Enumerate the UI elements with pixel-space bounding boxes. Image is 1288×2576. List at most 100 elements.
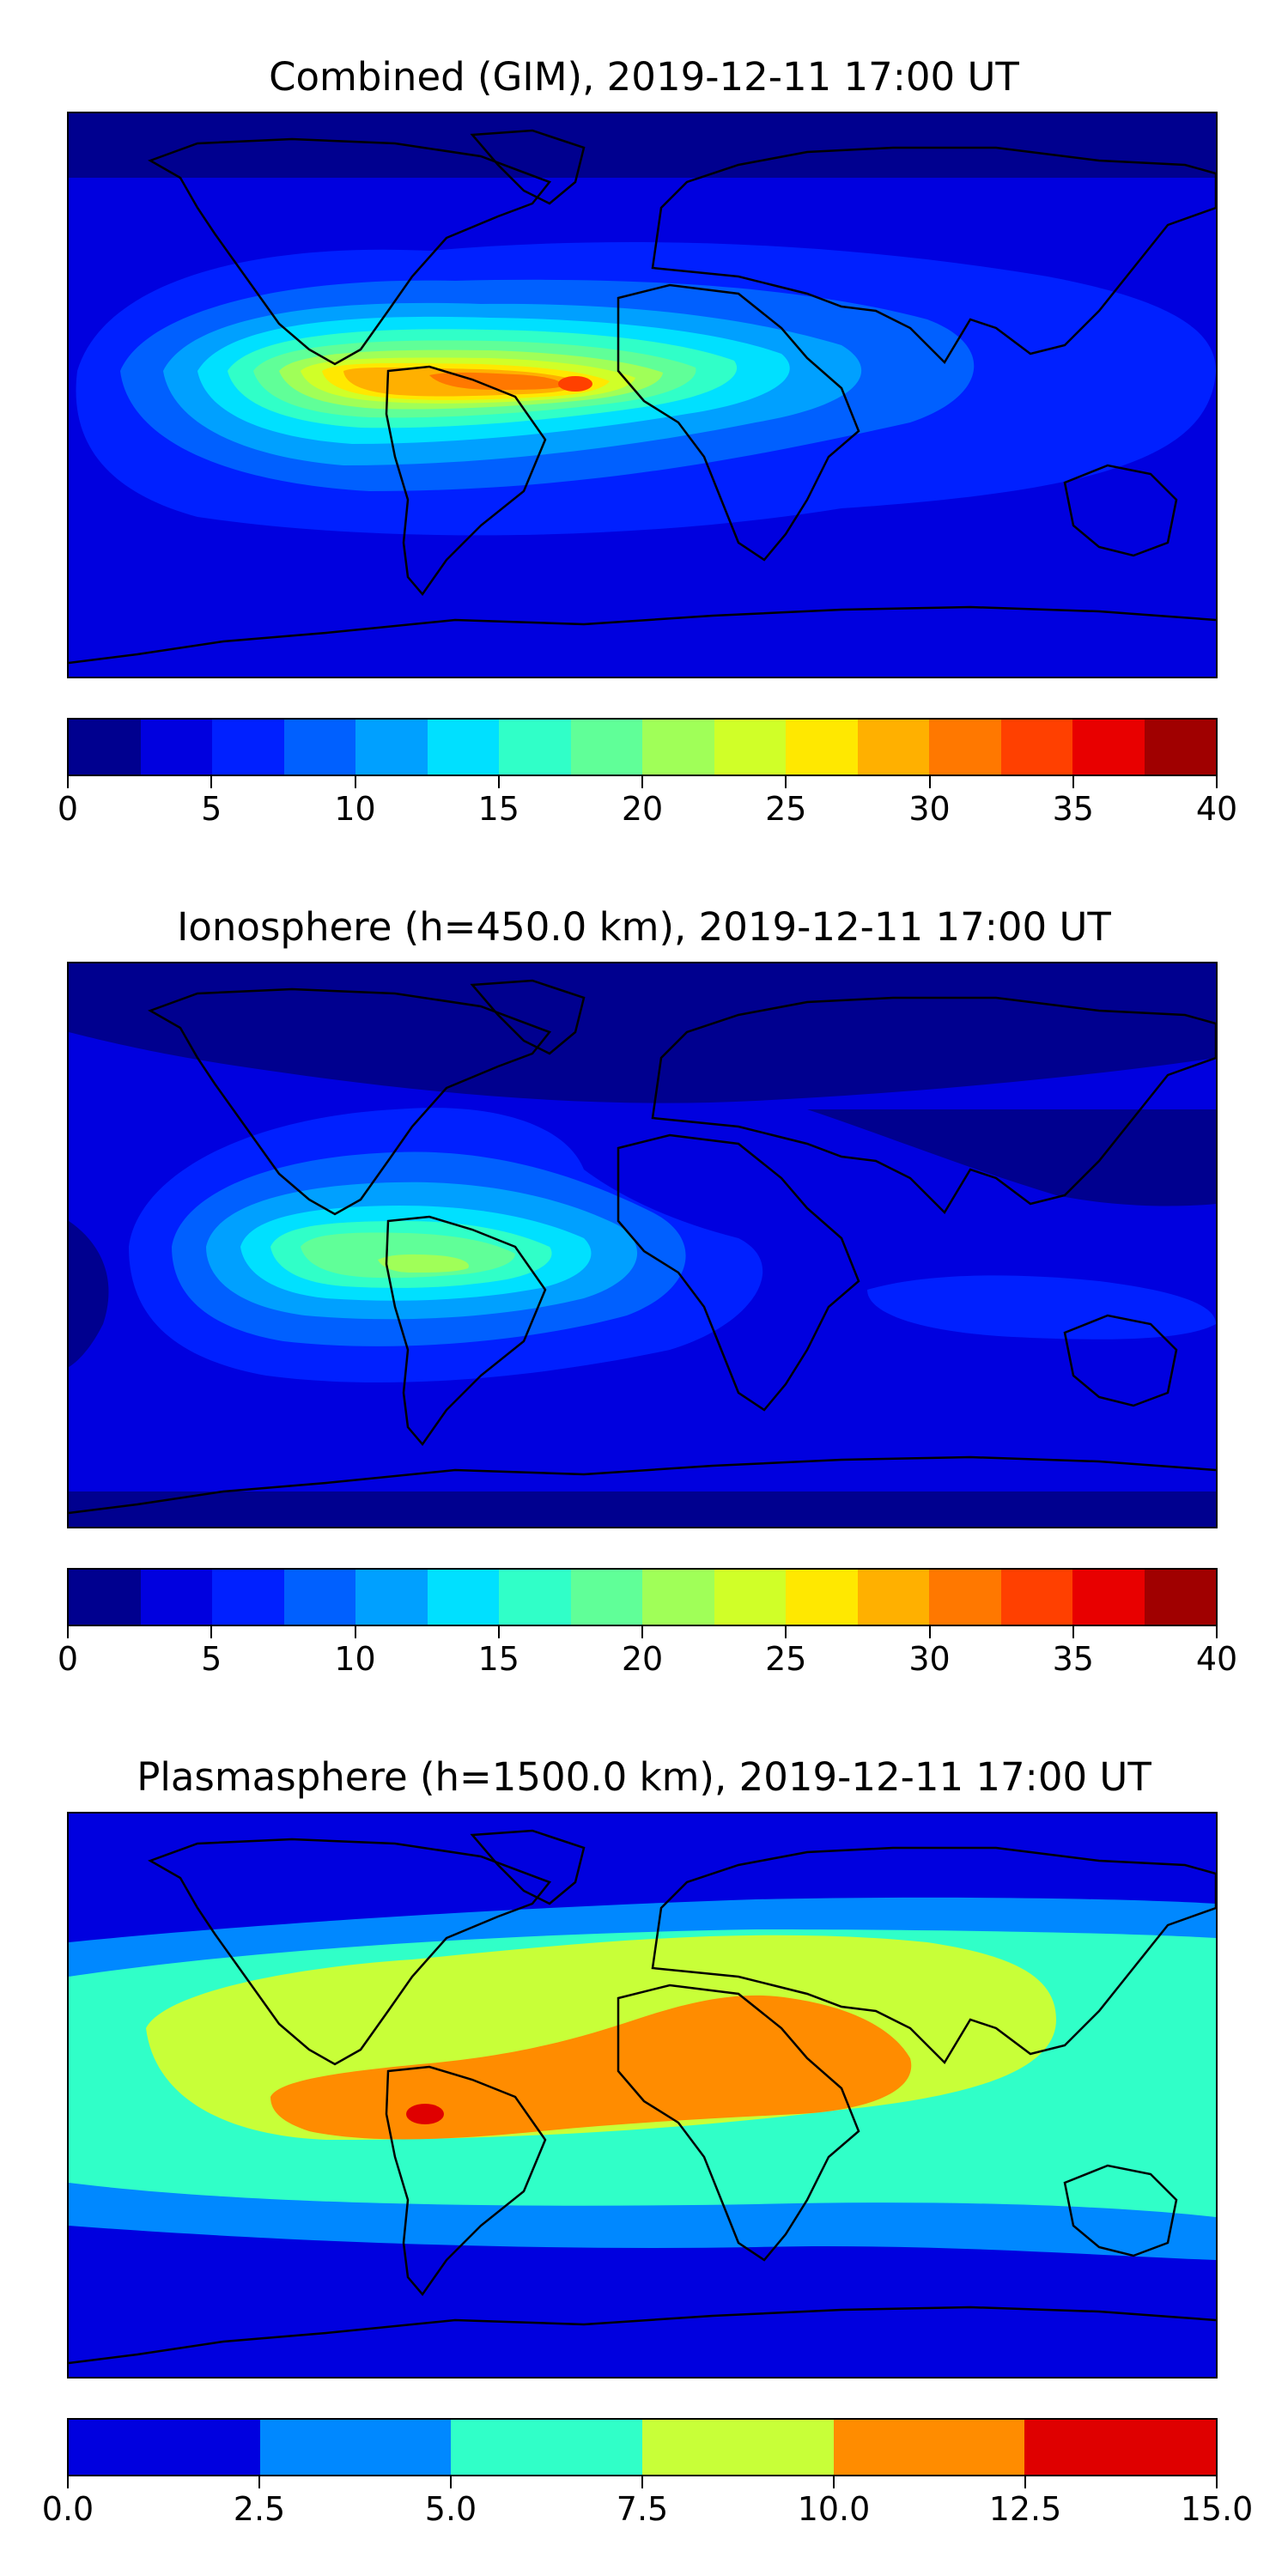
colorbar-segment <box>283 1570 355 1625</box>
colorbar-segment <box>642 1570 714 1625</box>
colorbar-segment <box>499 1570 571 1625</box>
colorbar-tick <box>833 2476 835 2488</box>
contour-band <box>270 1995 912 2140</box>
coastline-north-america <box>148 1838 552 2066</box>
colorbar-segment <box>69 2420 260 2475</box>
colorbar-segment <box>786 1570 858 1625</box>
contour-band <box>807 1109 1216 1206</box>
coastline-greenland <box>470 129 586 205</box>
plasmasphere-map-svg <box>69 1814 1216 2377</box>
colorbar-tick <box>210 1626 213 1638</box>
colorbar-tick-label: 20 <box>621 790 664 828</box>
coastlines <box>69 129 1216 665</box>
coastline-north-america <box>148 137 552 366</box>
colorbar-segment <box>570 720 642 775</box>
colorbar-segment <box>714 1570 786 1625</box>
colorbar-tick <box>67 776 69 788</box>
colorbar-segment <box>929 1570 1001 1625</box>
colorbar-segment <box>570 1570 642 1625</box>
colorbar-segment <box>451 2420 643 2475</box>
colorbar-segment <box>1024 2420 1217 2475</box>
colorbar-tick-label: 5 <box>201 1640 222 1678</box>
colorbar-segment <box>833 2420 1025 2475</box>
coastline-south-america <box>385 2065 547 2297</box>
colorbar-tick <box>497 1626 500 1638</box>
ionosphere-map-title: Ionosphere (h=450.0 km), 2019-12-11 17:0… <box>177 904 1111 950</box>
ionosphere-colorbar <box>67 1568 1218 1626</box>
colorbar-segment <box>857 1570 929 1625</box>
colorbar-segment <box>355 1570 428 1625</box>
coastline-greenland <box>470 1829 586 1905</box>
contour-band <box>69 1492 1216 1527</box>
plasmasphere-colorbar <box>67 2418 1218 2476</box>
colorbar-tick-label: 10 <box>334 790 376 828</box>
coastline-africa <box>617 1984 860 2262</box>
colorbar-tick-label: 0 <box>57 790 79 828</box>
colorbar-tick <box>1216 776 1218 788</box>
colorbar-segment <box>1000 1570 1072 1625</box>
coastline-eurasia <box>651 996 1216 1215</box>
colorbar-segment <box>283 720 355 775</box>
colorbar-tick-label: 5.0 <box>424 2490 477 2528</box>
colorbar-segment <box>427 1570 499 1625</box>
colorbar-tick-label: 25 <box>765 1640 807 1678</box>
colorbar-tick <box>450 2476 452 2488</box>
combined-map-title: Combined (GIM), 2019-12-11 17:00 UT <box>269 54 1019 100</box>
colorbar-tick-label: 30 <box>908 790 951 828</box>
colorbar-tick-label: 15 <box>477 790 519 828</box>
coastline-antarctica <box>69 1455 1216 1515</box>
colorbar-segment <box>642 2420 834 2475</box>
colorbar-segment <box>1144 1570 1216 1625</box>
colorbar-tick-label: 20 <box>621 1640 664 1678</box>
coastline-eurasia <box>651 1846 1216 2065</box>
colorbar-segment <box>1072 1570 1145 1625</box>
colorbar-tick <box>67 1626 69 1638</box>
coastline-south-america <box>385 365 547 597</box>
colorbar-tick <box>1024 2476 1026 2488</box>
colorbar-tick-label: 25 <box>765 790 807 828</box>
coastline-antarctica <box>69 2306 1216 2365</box>
combined-colorbar <box>67 718 1218 776</box>
colorbar-tick-label: 40 <box>1195 1640 1238 1678</box>
contour-band <box>867 1275 1216 1340</box>
coastline-north-america <box>148 987 552 1216</box>
colorbar-tick-label: 10.0 <box>797 2490 871 2528</box>
colorbar-tick-label: 5 <box>201 790 222 828</box>
colorbar-tick-label: 35 <box>1052 1640 1094 1678</box>
coastline-australia <box>1063 1314 1178 1407</box>
colorbar-tick <box>785 776 787 788</box>
colorbar-segment <box>212 1570 284 1625</box>
coastline-africa <box>617 1133 860 1412</box>
colorbar-tick <box>1216 2476 1218 2488</box>
colorbar-segment <box>140 1570 212 1625</box>
coastline-australia <box>1063 464 1178 557</box>
ionosphere-map-svg <box>69 963 1216 1527</box>
colorbar-tick-label: 12.5 <box>988 2490 1062 2528</box>
combined-tec-map <box>67 112 1218 678</box>
contour-band <box>69 1221 109 1367</box>
coastline-africa <box>617 283 860 562</box>
contour-band <box>69 113 1216 178</box>
colorbar-tick <box>928 1626 931 1638</box>
colorbar-segment <box>642 720 714 775</box>
contour-band <box>378 1254 469 1273</box>
colorbar-segment <box>786 720 858 775</box>
colorbar-tick <box>641 1626 643 1638</box>
colorbar-segment <box>499 720 571 775</box>
colorbar-tick-label: 15.0 <box>1180 2490 1254 2528</box>
colorbar-tick-label: 30 <box>908 1640 951 1678</box>
colorbar-tick <box>1072 1626 1074 1638</box>
coastline-south-america <box>385 1215 547 1447</box>
colorbar-segment <box>69 1570 141 1625</box>
colorbar-tick-label: 10 <box>334 1640 376 1678</box>
colorbar-tick-label: 0 <box>57 1640 79 1678</box>
colorbar-tick <box>928 776 931 788</box>
colorbar-segment <box>1144 720 1216 775</box>
colorbar-tick <box>354 1626 356 1638</box>
coastlines <box>69 1829 1216 2365</box>
colorbar-segment <box>714 720 786 775</box>
coastline-eurasia <box>651 146 1216 365</box>
colorbar-tick-label: 2.5 <box>233 2490 286 2528</box>
plasmasphere-tec-map <box>67 1812 1218 2379</box>
contour-band <box>69 637 1216 677</box>
